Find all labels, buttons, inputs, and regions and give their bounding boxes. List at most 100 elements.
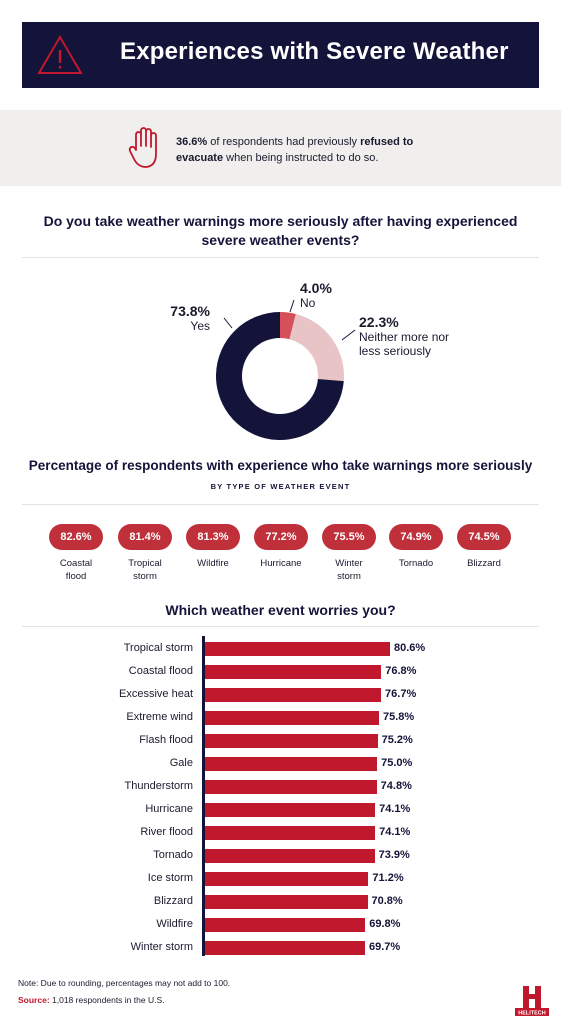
bar-value-label: 74.1% bbox=[379, 826, 411, 838]
hand-stop-icon bbox=[128, 127, 157, 168]
pill-value: 77.2% bbox=[254, 524, 308, 550]
donut-slice-no bbox=[280, 312, 296, 340]
svg-text:HELITECH: HELITECH bbox=[518, 1011, 546, 1017]
header-banner: Experiences with Severe Weather bbox=[22, 22, 539, 88]
bar-row: Winter storm 69.7% bbox=[0, 939, 561, 957]
bar-row: Blizzard 70.8% bbox=[0, 893, 561, 911]
source-text: 1,018 respondents in the U.S. bbox=[49, 995, 165, 1005]
bar bbox=[205, 826, 376, 840]
bar-axis bbox=[202, 636, 205, 956]
donut-chart bbox=[216, 312, 344, 440]
pill-value: 81.4% bbox=[118, 524, 172, 550]
bar-category-label: Tropical storm bbox=[123, 642, 193, 654]
bar bbox=[205, 665, 382, 679]
source-label: Source: bbox=[18, 995, 50, 1005]
pill-label: Tornado bbox=[398, 558, 434, 569]
donut-no-pct: 4.0% bbox=[300, 280, 332, 296]
bar-value-label: 76.7% bbox=[385, 688, 417, 700]
rounding-note: Note: Due to rounding, percentages may n… bbox=[18, 978, 231, 988]
donut-yes-label: Yes bbox=[190, 319, 210, 333]
bar-category-label: Tornado bbox=[153, 849, 193, 861]
pill-value: 82.6% bbox=[49, 524, 103, 550]
pill-label: Winter storm bbox=[335, 558, 363, 582]
pill-value: 74.5% bbox=[457, 524, 511, 550]
callout-text-after: when being instructed to do so. bbox=[223, 152, 379, 164]
divider bbox=[22, 504, 539, 505]
callout-text: 36.6% of respondents had previously refu… bbox=[176, 134, 446, 166]
warning-icon bbox=[37, 35, 83, 74]
callout-text-before: of respondents had previously bbox=[207, 136, 361, 148]
bar-row: Excessive heat 76.7% bbox=[0, 686, 561, 704]
donut-neither-label: Neither more nor less seriously bbox=[359, 330, 450, 358]
bar-row: Flash flood 75.2% bbox=[0, 732, 561, 750]
donut-no-label: No bbox=[300, 296, 316, 310]
pill-label: Wildfire bbox=[197, 558, 229, 569]
donut-slice-yes bbox=[216, 312, 344, 440]
bar-category-label: Flash flood bbox=[139, 734, 193, 746]
bar bbox=[205, 872, 369, 886]
callout-bold-phrase: refused to evacuate bbox=[176, 136, 414, 164]
donut-neither-pct: 22.3% bbox=[359, 314, 399, 330]
bar-row: Coastal flood 76.8% bbox=[0, 663, 561, 681]
donut-label-neither: 22.3% Neither more nor less seriously bbox=[359, 314, 459, 358]
bar-value-label: 76.8% bbox=[385, 665, 417, 677]
bar bbox=[205, 711, 379, 725]
bar-row: Gale 75.0% bbox=[0, 755, 561, 773]
bar-value-label: 73.9% bbox=[378, 849, 410, 861]
bar-category-label: Thunderstorm bbox=[124, 780, 193, 792]
pill-label: Blizzard bbox=[467, 558, 501, 569]
pill-value: 75.5% bbox=[322, 524, 376, 550]
bar-row: Thunderstorm 74.8% bbox=[0, 778, 561, 796]
bar-category-label: Ice storm bbox=[147, 872, 193, 884]
pill-label: Coastal flood bbox=[59, 558, 93, 582]
pill-value: 74.9% bbox=[389, 524, 443, 550]
bar-row: Tropical storm 80.6% bbox=[0, 640, 561, 658]
bar-value-label: 69.7% bbox=[368, 941, 401, 953]
donut-title: Do you take weather warnings more seriou… bbox=[43, 213, 518, 248]
bar bbox=[205, 642, 390, 656]
bar bbox=[205, 757, 378, 771]
bar-category-label: Excessive heat bbox=[119, 688, 193, 700]
callout-stat: 36.6% bbox=[176, 136, 208, 148]
bar bbox=[205, 734, 378, 748]
donut-slice-neither bbox=[289, 314, 344, 382]
source-line: Source: 1,018 respondents in the U.S. bbox=[18, 995, 164, 1005]
divider bbox=[22, 626, 539, 627]
bar-value-label: 74.1% bbox=[379, 803, 411, 815]
bar-value-label: 75.0% bbox=[381, 757, 413, 769]
bar-value-label: 70.8% bbox=[371, 895, 403, 907]
page-title: Experiences with Severe Weather bbox=[120, 38, 509, 65]
bar-row: Extreme wind 75.8% bbox=[0, 709, 561, 727]
bar bbox=[205, 780, 377, 794]
bar-value-label: 75.8% bbox=[382, 711, 415, 723]
bar bbox=[205, 895, 368, 909]
divider bbox=[22, 257, 539, 258]
refused-evacuate-callout: 36.6% of respondents had previously refu… bbox=[0, 110, 561, 186]
pills-subtitle: BY TYPE OF WEATHER EVENT bbox=[210, 482, 351, 491]
helitech-logo: HELITECH bbox=[515, 986, 549, 1017]
bar bbox=[205, 918, 366, 932]
pills-title: Percentage of respondents with experienc… bbox=[28, 458, 533, 473]
bar-category-label: Winter storm bbox=[130, 941, 193, 953]
bar bbox=[205, 849, 375, 863]
bar-value-label: 69.8% bbox=[369, 918, 401, 930]
bar bbox=[205, 803, 376, 817]
bar bbox=[205, 941, 365, 955]
bar-category-label: Wildfire bbox=[156, 918, 193, 930]
bar-chart-title: Which weather event worries you? bbox=[165, 602, 396, 618]
donut-label-no: 4.0% No bbox=[300, 280, 332, 310]
bar-row: Hurricane 74.1% bbox=[0, 801, 561, 819]
bar-category-label: River flood bbox=[140, 826, 193, 838]
pill-value: 81.3% bbox=[186, 524, 240, 550]
bar-row: Wildfire 69.8% bbox=[0, 916, 561, 934]
pill-label: Tropical storm bbox=[128, 558, 162, 582]
bar bbox=[205, 688, 382, 702]
bar-value-label: 75.2% bbox=[381, 734, 413, 746]
bar-value-label: 80.6% bbox=[394, 642, 426, 654]
bar-row: River flood 74.1% bbox=[0, 824, 561, 842]
bar-category-label: Hurricane bbox=[145, 803, 193, 815]
bar-category-label: Gale bbox=[169, 757, 193, 769]
donut-label-yes: 73.8% Yes bbox=[162, 303, 210, 333]
bar-category-label: Blizzard bbox=[153, 895, 193, 907]
donut-yes-pct: 73.8% bbox=[170, 303, 210, 319]
